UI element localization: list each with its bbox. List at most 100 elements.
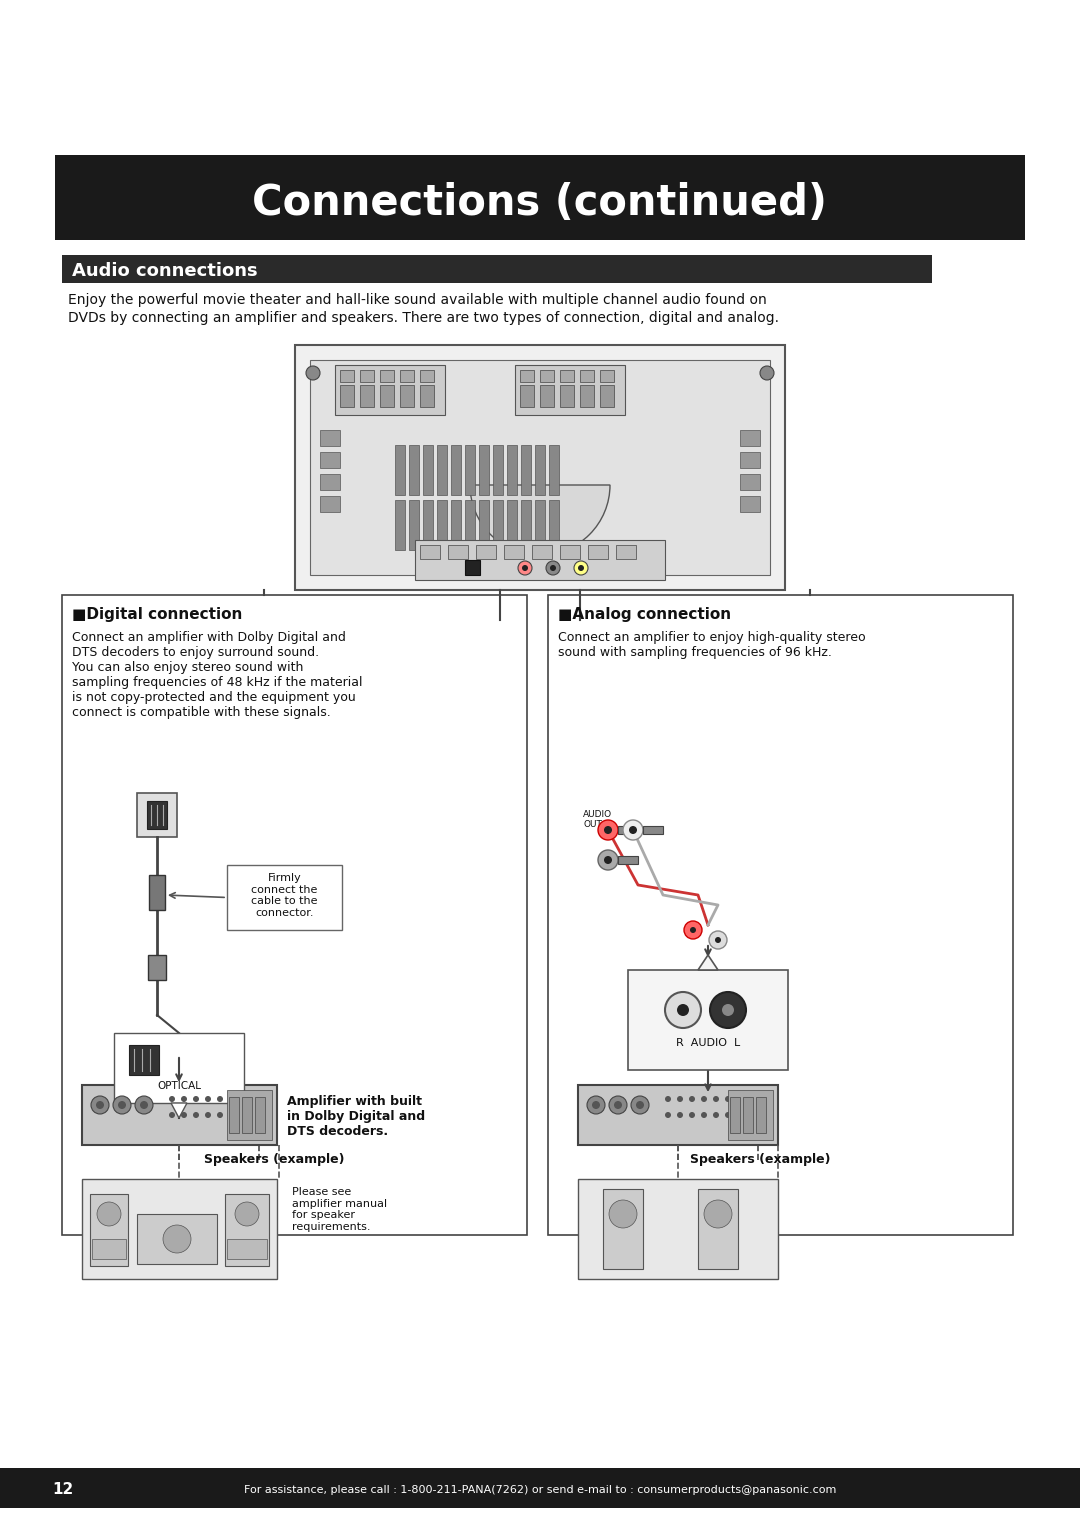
Bar bbox=[320, 431, 340, 446]
Bar bbox=[409, 499, 419, 550]
Bar bbox=[492, 444, 503, 495]
Bar bbox=[227, 1238, 267, 1258]
Bar bbox=[320, 452, 340, 467]
Circle shape bbox=[701, 1112, 707, 1118]
Bar bbox=[451, 499, 461, 550]
Bar bbox=[148, 954, 166, 980]
Circle shape bbox=[689, 1096, 696, 1102]
Bar bbox=[603, 1190, 643, 1269]
Bar bbox=[415, 541, 665, 580]
Bar bbox=[580, 370, 594, 382]
Bar bbox=[756, 1096, 766, 1133]
Bar bbox=[561, 545, 580, 559]
Bar bbox=[92, 1238, 126, 1258]
Bar bbox=[561, 385, 573, 408]
Bar bbox=[561, 370, 573, 382]
Circle shape bbox=[704, 1200, 732, 1228]
Bar bbox=[409, 444, 419, 495]
Bar bbox=[588, 545, 608, 559]
Text: Audio connections: Audio connections bbox=[72, 263, 258, 279]
Bar bbox=[627, 970, 788, 1070]
Circle shape bbox=[193, 1096, 199, 1102]
Bar bbox=[423, 499, 433, 550]
Circle shape bbox=[713, 1112, 719, 1118]
Bar bbox=[535, 499, 545, 550]
Bar bbox=[578, 1179, 778, 1280]
Bar bbox=[618, 857, 638, 864]
Circle shape bbox=[760, 366, 774, 380]
Bar bbox=[532, 545, 552, 559]
Circle shape bbox=[522, 565, 528, 571]
Bar bbox=[507, 499, 517, 550]
Bar bbox=[451, 444, 461, 495]
Bar bbox=[225, 1194, 269, 1266]
Bar bbox=[320, 473, 340, 490]
Bar bbox=[465, 499, 475, 550]
Bar bbox=[62, 596, 527, 1235]
Circle shape bbox=[592, 1101, 600, 1109]
Text: 12: 12 bbox=[52, 1483, 73, 1498]
Text: Speakers (example): Speakers (example) bbox=[690, 1153, 831, 1167]
Circle shape bbox=[609, 1200, 637, 1228]
Text: ■Digital connection: ■Digital connection bbox=[72, 608, 242, 621]
Bar bbox=[519, 385, 534, 408]
Bar bbox=[492, 499, 503, 550]
Circle shape bbox=[573, 560, 588, 576]
Circle shape bbox=[737, 1112, 743, 1118]
Bar bbox=[360, 385, 374, 408]
Text: Enjoy the powerful movie theater and hall-like sound available with multiple cha: Enjoy the powerful movie theater and hal… bbox=[68, 293, 767, 307]
Circle shape bbox=[550, 565, 556, 571]
Bar bbox=[82, 1179, 276, 1280]
Bar bbox=[229, 1096, 239, 1133]
Bar bbox=[480, 499, 489, 550]
Bar bbox=[618, 826, 638, 834]
Bar bbox=[55, 156, 1025, 240]
Circle shape bbox=[168, 1112, 175, 1118]
Bar bbox=[465, 444, 475, 495]
Circle shape bbox=[636, 1101, 644, 1109]
Circle shape bbox=[708, 931, 727, 948]
Circle shape bbox=[235, 1202, 259, 1226]
Bar bbox=[255, 1096, 265, 1133]
Bar bbox=[540, 370, 554, 382]
Circle shape bbox=[135, 1096, 153, 1115]
Text: ■Analog connection: ■Analog connection bbox=[558, 608, 731, 621]
Bar bbox=[420, 370, 434, 382]
Bar bbox=[400, 370, 414, 382]
Text: Speakers (example): Speakers (example) bbox=[204, 1153, 345, 1167]
Bar bbox=[521, 499, 531, 550]
Circle shape bbox=[723, 1003, 734, 1015]
Circle shape bbox=[604, 857, 612, 864]
Circle shape bbox=[725, 1112, 731, 1118]
Circle shape bbox=[604, 826, 612, 834]
Circle shape bbox=[677, 1003, 689, 1015]
Bar bbox=[147, 802, 167, 829]
Bar bbox=[395, 499, 405, 550]
Bar bbox=[743, 1096, 753, 1133]
Circle shape bbox=[713, 1096, 719, 1102]
Bar bbox=[137, 793, 177, 837]
Circle shape bbox=[677, 1096, 683, 1102]
Bar bbox=[549, 444, 559, 495]
Bar bbox=[423, 444, 433, 495]
Text: Amplifier with built
in Dolby Digital and
DTS decoders.: Amplifier with built in Dolby Digital an… bbox=[287, 1095, 426, 1138]
Bar bbox=[730, 1096, 740, 1133]
Circle shape bbox=[217, 1112, 222, 1118]
Circle shape bbox=[193, 1112, 199, 1118]
Bar bbox=[420, 545, 440, 559]
Bar bbox=[548, 596, 1013, 1235]
Bar bbox=[227, 864, 342, 930]
Text: Connect an amplifier to enjoy high-quality stereo
sound with sampling frequencie: Connect an amplifier to enjoy high-quali… bbox=[558, 631, 866, 660]
Bar bbox=[740, 473, 760, 490]
Circle shape bbox=[91, 1096, 109, 1115]
Bar bbox=[137, 1214, 217, 1264]
Circle shape bbox=[241, 1112, 247, 1118]
Bar bbox=[521, 444, 531, 495]
Circle shape bbox=[684, 921, 702, 939]
Bar bbox=[519, 370, 534, 382]
Bar bbox=[740, 452, 760, 467]
Bar bbox=[740, 496, 760, 512]
Bar bbox=[360, 370, 374, 382]
Bar bbox=[114, 1032, 244, 1102]
Circle shape bbox=[725, 1096, 731, 1102]
